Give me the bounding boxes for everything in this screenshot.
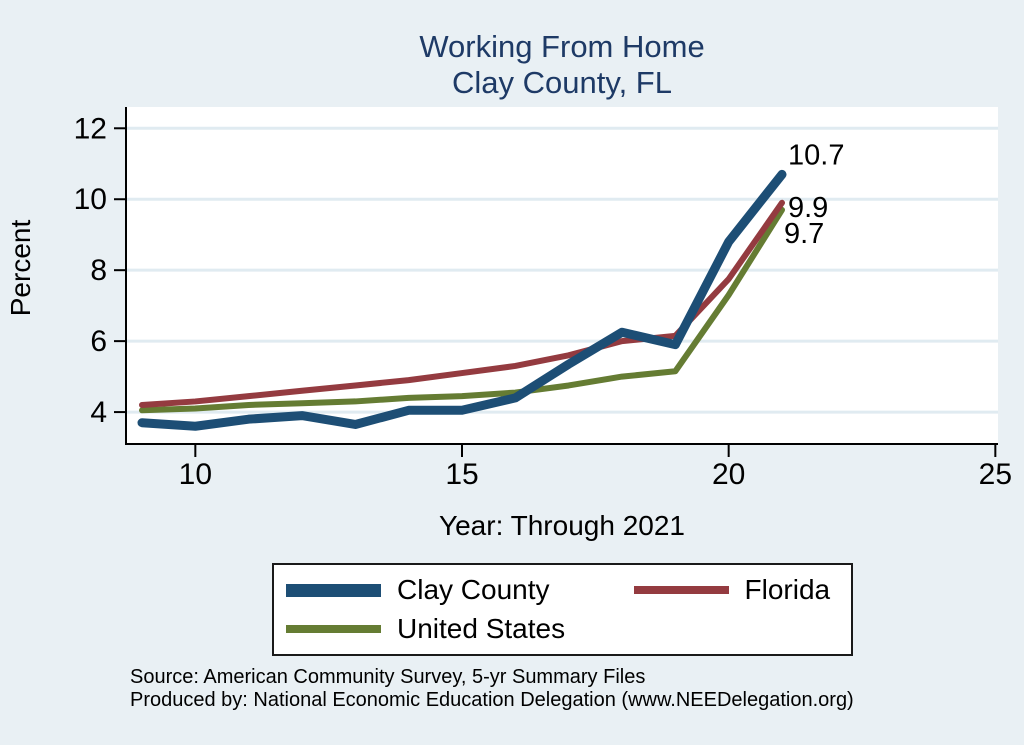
legend-label-florida: Florida	[744, 574, 831, 605]
chart-title: Working From Home Clay County, FL	[126, 29, 998, 101]
legend-item-clay-county: Clay County	[286, 574, 550, 606]
legend-item-united-states: United States	[286, 613, 565, 645]
y-tick-label: 8	[90, 254, 107, 287]
y-tick-label: 12	[74, 112, 107, 145]
y-tick-label: 10	[74, 183, 107, 216]
y-tick-label: 6	[90, 325, 107, 358]
source-line: Source: American Community Survey, 5-yr …	[130, 666, 646, 688]
x-tick-label: 25	[979, 458, 1012, 491]
x-axis-title: Year: Through 2021	[439, 510, 685, 541]
legend-label-united-states: United States	[397, 613, 566, 644]
legend-row: Clay County Florida	[286, 574, 851, 606]
chart-title-line2: Clay County, FL	[452, 65, 672, 100]
series-line-united-states	[139, 206, 785, 414]
chart-title-line1: Working From Home	[419, 29, 705, 64]
produced-by-line: Produced by: National Economic Education…	[130, 689, 854, 711]
x-tick-label: 10	[179, 458, 212, 491]
source-note: Source: American Community Survey, 5-yr …	[130, 666, 854, 712]
legend-label-clay-county: Clay County	[397, 574, 550, 605]
legend-row: United States	[286, 613, 851, 645]
legend-swatch-florida	[633, 586, 729, 594]
legend-swatch-united-states	[286, 625, 381, 633]
end-value-label: 9.7	[784, 218, 824, 250]
end-value-label: 10.7	[788, 139, 844, 171]
y-tick-label: 4	[90, 396, 107, 429]
series-line-clay-county	[137, 169, 787, 431]
legend: Clay County Florida United States	[272, 563, 853, 656]
x-tick-label: 20	[712, 458, 745, 491]
x-tick-label: 15	[445, 458, 478, 491]
legend-item-florida: Florida	[633, 574, 831, 606]
end-value-label: 9.9	[788, 192, 828, 224]
legend-swatch-clay-county	[286, 583, 381, 597]
